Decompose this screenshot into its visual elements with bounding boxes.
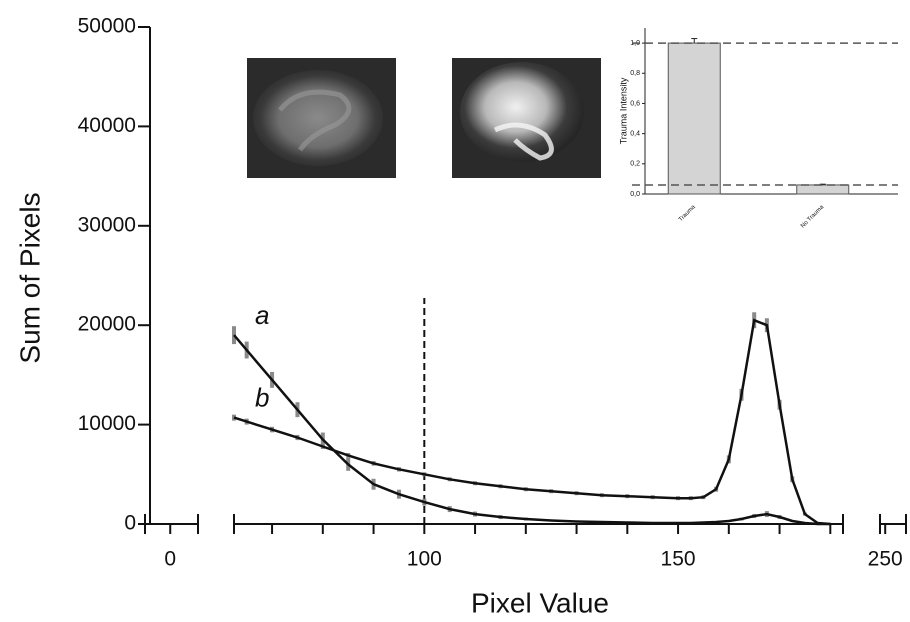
- inset-x-tick-label: No Trauma: [800, 204, 826, 230]
- micrograph-right: [452, 58, 601, 178]
- y-axis-label: Sum of Pixels: [14, 192, 45, 363]
- y-tick-label: 30000: [78, 213, 136, 236]
- series-line: [233, 318, 831, 526]
- x-tick-label: 250: [868, 548, 903, 571]
- inset-y-tick-label: 0,0: [630, 191, 640, 198]
- micrograph-left: [247, 58, 396, 178]
- bar: [796, 184, 850, 195]
- inset-y-label: Trauma Intensity: [618, 77, 628, 144]
- x-tick-label: 100: [407, 548, 442, 571]
- inset-x-tick-label: Trauma: [678, 204, 697, 223]
- x-tick-label: 150: [661, 548, 696, 571]
- y-tick-label: 20000: [78, 313, 136, 336]
- series-label: a: [255, 300, 269, 330]
- series-label: b: [255, 383, 269, 413]
- y-tick-label: 50000: [78, 15, 136, 38]
- inset-y-tick-label: 0,6: [630, 100, 640, 107]
- inset-y-tick-label: 0,8: [630, 70, 640, 77]
- series-line: [233, 334, 831, 526]
- y-tick-label: 10000: [78, 412, 136, 435]
- bar: [667, 42, 721, 195]
- x-tick-label: 0: [164, 548, 176, 571]
- y-tick-label: 40000: [78, 114, 136, 137]
- inset-y-tick-label: 0,2: [630, 161, 640, 168]
- x-axis-label: Pixel Value: [471, 587, 609, 618]
- y-tick-label: 0: [124, 512, 136, 535]
- inset-y-tick-label: 0,4: [630, 130, 640, 137]
